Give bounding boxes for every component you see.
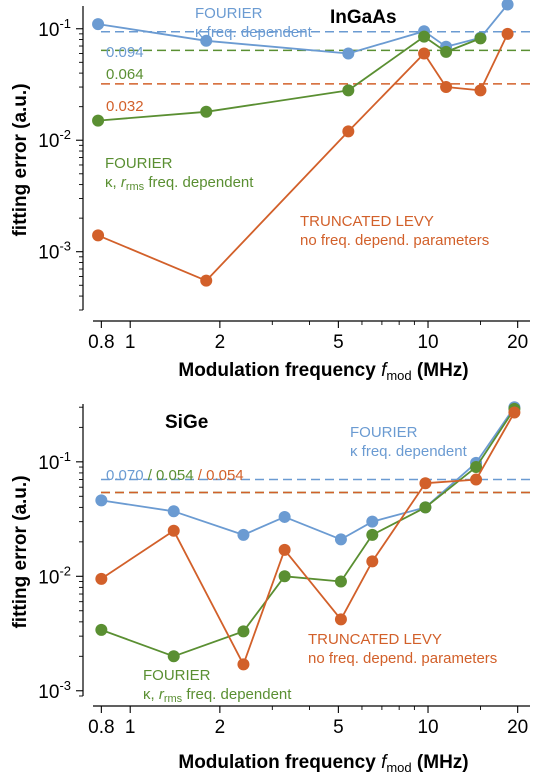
data-point-levy: [334, 613, 347, 626]
y-tick-label: 10-2: [38, 127, 71, 152]
y-axis-label: fitting error (a.u.): [10, 83, 31, 236]
annotation-fourier_k: FOURIER κ freq. dependent: [350, 424, 468, 460]
data-point-fourier_k: [334, 533, 347, 546]
annotation-levy: TRUNCATED LEVY no freq. depend. parameter…: [308, 631, 497, 667]
data-point-levy: [237, 658, 250, 671]
data-point-levy: [418, 47, 431, 60]
data-point-fourier_k_rms: [278, 570, 291, 583]
y-axis-label: fitting error (a.u.): [10, 475, 31, 628]
data-point-levy: [366, 555, 379, 568]
data-point-fourier_k_rms: [418, 30, 431, 43]
data-point-levy: [440, 81, 453, 94]
y-tick-label: 10-3: [38, 239, 71, 264]
x-tick-label: 20: [507, 332, 528, 353]
x-tick-label: 5: [333, 717, 344, 738]
series-fourier_k_rms: [95, 402, 521, 663]
data-point-levy: [278, 543, 291, 556]
data-point-fourier_k_rms: [92, 114, 105, 127]
y-tick-label: 10-1: [38, 449, 71, 474]
data-point-fourier_k: [366, 515, 379, 528]
data-point-fourier_k_rms: [95, 623, 108, 636]
data-point-fourier_k: [342, 47, 355, 60]
x-tick-label: 2: [215, 717, 226, 738]
data-point-levy: [200, 274, 213, 287]
data-point-fourier_k_rms: [440, 45, 453, 58]
data-point-fourier_k_rms: [419, 501, 432, 514]
data-point-fourier_k_rms: [167, 650, 180, 663]
data-point-fourier_k_rms: [366, 528, 379, 541]
data-point-fourier_k_rms: [200, 105, 213, 118]
data-point-levy: [501, 27, 514, 40]
x-tick-label: 10: [417, 332, 438, 353]
data-point-fourier_k: [92, 18, 105, 31]
annotation-fourier_k_rms: FOURIER κ, rrms freq. dependent: [143, 667, 292, 705]
x-tick-label: 10: [417, 717, 438, 738]
data-point-levy: [342, 125, 355, 138]
data-point-fourier_k_rms: [342, 84, 355, 97]
series-fourier_k_rms: [92, 30, 487, 127]
data-point-fourier_k_rms: [237, 625, 250, 638]
chart-title: InGaAs: [330, 7, 397, 28]
annotation-fourier_k: FOURIER κ freq. dependent: [195, 5, 313, 41]
x-tick-label: 1: [125, 332, 136, 353]
chart-panel-2: 0.8 1 2 5 10 20 10-3 10-2 10-1 fitting error (a.u…: [10, 401, 530, 775]
series-levy: [92, 27, 514, 287]
annotation-levy: TRUNCATED LEVY no freq. depend. parameter…: [300, 213, 489, 249]
data-point-fourier_k: [167, 505, 180, 518]
x-tick-label: 0.8: [88, 717, 114, 738]
series-line-fourier_k_rms: [98, 35, 481, 122]
y-tick-label: 10-3: [38, 678, 71, 703]
reference-value-levy: 0.032: [106, 98, 144, 115]
data-point-fourier_k_rms: [474, 32, 487, 45]
data-point-levy: [95, 572, 108, 585]
x-tick-label: 2: [215, 332, 226, 353]
chart-panel-1: 0.8 1 2 5 10 20 10-3 10-2 10-1 fitting error (a.u…: [10, 0, 530, 383]
data-point-levy: [470, 473, 483, 486]
chart-title: SiGe: [165, 412, 208, 433]
data-point-fourier_k: [95, 494, 108, 507]
x-axis-label: Modulation frequency fmod (MHz): [178, 752, 468, 775]
y-tick-label: 10-2: [38, 563, 71, 588]
data-point-levy: [508, 406, 521, 419]
data-point-fourier_k_rms: [334, 575, 347, 588]
y-tick-label: 10-1: [38, 16, 71, 41]
data-point-fourier_k: [237, 528, 250, 541]
x-tick-label: 20: [507, 717, 528, 738]
data-point-fourier_k: [200, 34, 213, 47]
reference-value-fourier_k_rms: 0.064: [106, 66, 144, 83]
reference-values: 0.070 / 0.054 / 0.054: [106, 467, 244, 484]
data-point-fourier_k: [501, 0, 514, 11]
data-point-levy: [474, 84, 487, 97]
data-point-fourier_k: [278, 510, 291, 523]
data-point-levy: [167, 524, 180, 537]
reference-value-fourier_k: 0.094: [106, 44, 144, 61]
x-tick-label: 1: [125, 717, 136, 738]
annotation-fourier_k_rms: FOURIER κ, rrms freq. dependent: [105, 155, 254, 193]
x-axis-label: Modulation frequency fmod (MHz): [178, 360, 468, 383]
data-point-levy: [419, 477, 432, 490]
x-tick-label: 0.8: [88, 332, 114, 353]
x-tick-label: 5: [333, 332, 344, 353]
data-point-levy: [92, 229, 105, 242]
series-levy: [95, 406, 521, 671]
data-point-fourier_k_rms: [470, 461, 483, 474]
